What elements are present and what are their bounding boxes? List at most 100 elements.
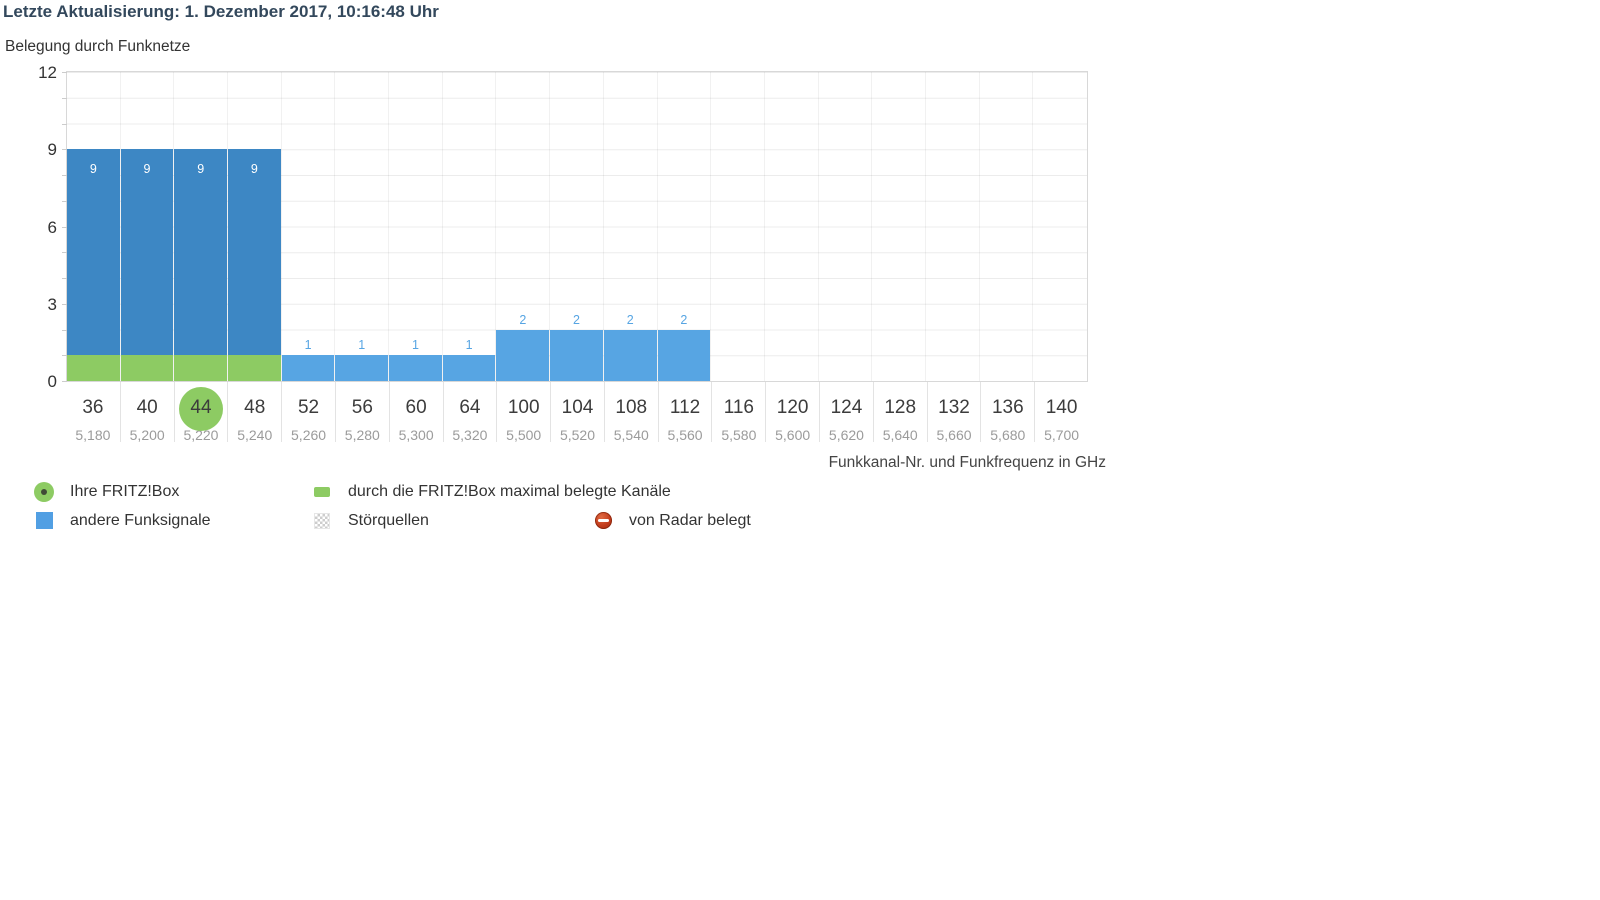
channel-frequency: 5,260 (291, 427, 327, 443)
y-axis-tick-mark (62, 303, 67, 305)
channel-column (765, 72, 819, 381)
channel-frequency: 5,600 (775, 427, 811, 443)
y-axis-tick-label: 9 (47, 140, 57, 160)
xaxis-channel-cell: 116 5,580 (711, 382, 765, 443)
y-axis-tick-mark (62, 200, 67, 202)
xaxis-channel-cell: 36 5,180 (66, 382, 120, 443)
bar-segment-fritzbox-max (228, 355, 281, 381)
xaxis-channel-cell: 60 5,300 (388, 382, 443, 443)
channel-number: 48 (244, 397, 266, 418)
channel-number: 104 (561, 397, 594, 418)
channel-number: 60 (405, 397, 427, 418)
green-square-icon (311, 486, 333, 497)
xaxis-channel-cell: 48 5,240 (227, 382, 281, 443)
chart-title: Belegung durch Funknetze (5, 38, 191, 55)
channel-frequency: 5,560 (667, 427, 703, 443)
selected-channel-marker (178, 387, 223, 431)
xaxis-channel-cell: 112 5,560 (657, 382, 712, 443)
xaxis-channel-cell: 40 5,200 (119, 382, 174, 443)
channel-frequency: 5,300 (398, 427, 434, 443)
channel-number: 108 (615, 397, 648, 418)
channel-column: 1 (442, 72, 497, 381)
legend-item-radar: von Radar belegt (592, 509, 751, 532)
channel-frequency: 5,320 (452, 427, 488, 443)
channel-number: 100 (507, 397, 540, 418)
channel-number: 124 (830, 397, 863, 418)
channel-frequency: 5,240 (237, 427, 273, 443)
xaxis-channel-cell: 104 5,520 (550, 382, 604, 443)
channel-frequency: 5,280 (344, 427, 380, 443)
y-axis-tick-mark (62, 97, 67, 99)
channel-frequency: 5,700 (1044, 427, 1080, 443)
y-axis-tick-mark (62, 355, 67, 357)
xaxis-channel-cell: 124 5,620 (819, 382, 873, 443)
fritzbox-circle-icon (33, 481, 55, 502)
checker-square-icon (311, 512, 333, 529)
channel-frequency: 5,180 (75, 427, 111, 443)
bar-value-label: 9 (143, 162, 151, 177)
bar-value-label: 9 (197, 162, 205, 177)
y-axis-tick-label: 6 (47, 217, 57, 237)
legend-item-interference: Störquellen (311, 509, 592, 532)
channel-number: 120 (776, 397, 809, 418)
y-axis-tick-label: 12 (38, 63, 57, 82)
bar-value-label: 2 (519, 312, 527, 327)
channel-column: 9 (120, 72, 175, 381)
bar-segment-occupied (174, 149, 228, 356)
channel-frequency: 5,640 (882, 427, 918, 443)
channel-column: 2 (550, 72, 604, 381)
bar-value-label: 1 (304, 338, 312, 353)
y-axis-tick-label: 0 (47, 372, 57, 391)
channel-number: 136 (991, 397, 1024, 418)
xaxis-channel-cell: 64 5,320 (442, 382, 497, 443)
bar-value-label: 1 (411, 338, 419, 353)
channel-column: 9 (228, 72, 282, 381)
bar-segment-other (335, 355, 389, 381)
channel-frequency: 5,220 (183, 427, 219, 443)
xaxis-channel-cell: 100 5,500 (496, 382, 550, 443)
channel-column (926, 72, 980, 381)
channel-column: 9 (174, 72, 229, 381)
bar-segment-other (603, 329, 657, 381)
bar-segment-other (657, 329, 711, 381)
xaxis-channel-cell: 108 5,540 (603, 382, 658, 443)
channel-number: 112 (669, 397, 701, 418)
legend-label: durch die FRITZ!Box maximal belegte Kanä… (348, 482, 671, 500)
channel-number: 56 (351, 397, 373, 418)
y-axis-tick-mark (62, 278, 67, 279)
y-axis-tick-mark (62, 72, 67, 73)
y-axis-tick-mark (62, 252, 67, 254)
channel-number: 36 (82, 397, 104, 418)
y-axis-tick-label: 3 (47, 294, 57, 314)
legend-item-max-channels: durch die FRITZ!Box maximal belegte Kanä… (311, 480, 671, 503)
xaxis-channel-cell: 140 5,700 (1034, 382, 1088, 443)
last-update-text: Letzte Aktualisierung: 1. Dezember 2017,… (3, 2, 439, 21)
y-axis-tick-mark (62, 226, 67, 228)
channel-number: 116 (723, 397, 754, 418)
x-axis-caption: Funkkanal-Nr. und Funkfrequenz in GHz (828, 454, 1106, 471)
legend-label: Ihre FRITZ!Box (70, 482, 180, 500)
bar-segment-occupied (120, 149, 174, 356)
channel-frequency: 5,580 (721, 427, 757, 443)
channel-number: 128 (884, 397, 917, 418)
bar-value-label: 1 (465, 338, 473, 353)
bar-segment-fritzbox-max (174, 355, 228, 381)
y-axis-tick-mark (62, 175, 67, 176)
bar-segment-other (389, 355, 442, 381)
channel-column (819, 72, 873, 381)
bar-segment-occupied (67, 149, 120, 356)
channel-column: 2 (657, 72, 712, 381)
channel-frequency: 5,500 (506, 427, 542, 443)
channel-frequency: 5,540 (613, 427, 649, 443)
radar-circle-icon (592, 512, 614, 529)
bar-value-label: 1 (358, 338, 366, 353)
channel-occupancy-chart: 9 9 9 9 1 1 1 1 2 2 2 2 0 3 6 9 12 36 5,180 40 5,200 44 5,220… (38, 63, 1106, 471)
plot-area: 9 9 9 9 1 1 1 1 2 2 2 2 0 3 6 9 12 (38, 63, 1088, 391)
bar-segment-fritzbox-max (120, 355, 174, 381)
xaxis-channel-cell: 56 5,280 (334, 382, 389, 443)
channel-frequency: 5,680 (990, 427, 1026, 443)
channel-column: 2 (603, 72, 658, 381)
channel-column: 2 (496, 72, 551, 381)
channel-column: 1 (389, 72, 443, 381)
bar-value-label: 2 (680, 312, 688, 327)
